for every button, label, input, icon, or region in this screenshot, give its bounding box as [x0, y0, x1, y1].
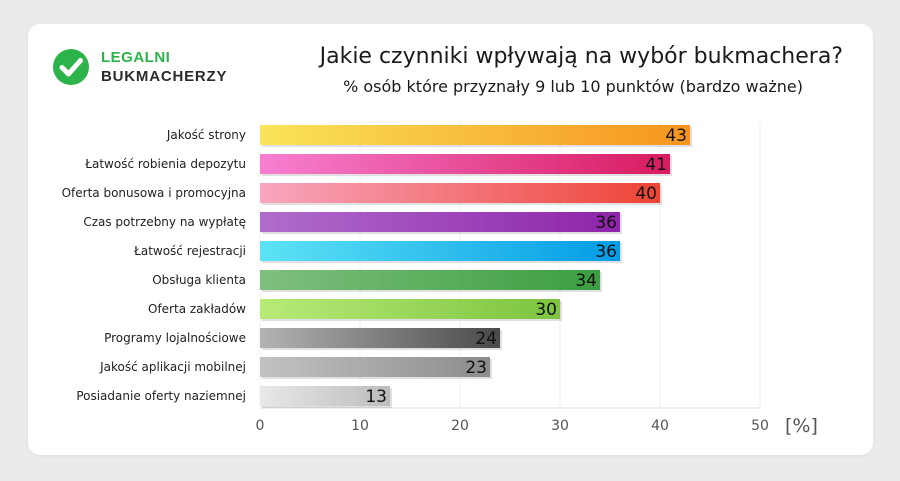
bar [260, 212, 620, 232]
category-label: Łatwość robienia depozytu [84, 157, 246, 171]
brand-logo[interactable]: LEGALNI BUKMACHERZY [53, 48, 227, 86]
category-label: Łatwość rejestracji [133, 244, 246, 258]
data-label: 36 [595, 242, 617, 262]
brand-name: LEGALNI BUKMACHERZY [101, 48, 227, 86]
data-label: 30 [535, 300, 557, 320]
bar-chart: Jakość strony 43 Łatwość robienia depozytu… [62, 122, 818, 437]
category-label: Jakość aplikacji mobilnej [99, 360, 246, 374]
bar [260, 183, 660, 203]
chart-card: LEGALNI BUKMACHERZY Jakie czynniki wpływ… [28, 24, 873, 455]
brand-name-line1: LEGALNI [101, 49, 171, 66]
chart-title: Jakie czynniki wpływają na wybór bukmach… [319, 44, 843, 69]
category-label: Posiadanie oferty naziemnej [76, 389, 246, 403]
check-circle-icon [53, 49, 89, 85]
bar [260, 241, 620, 261]
x-tick-label: 30 [551, 418, 569, 434]
bar [260, 357, 490, 377]
x-tick-label: 0 [256, 418, 265, 434]
bar [260, 270, 600, 290]
bar [260, 125, 690, 145]
data-label: 24 [475, 329, 497, 349]
category-label: Jakość strony [166, 128, 246, 142]
data-label: 23 [465, 358, 487, 378]
data-label: 41 [645, 155, 667, 175]
data-label: 13 [365, 387, 387, 407]
category-label: Oferta bonusowa i promocyjna [62, 186, 246, 200]
x-tick-label: 50 [751, 418, 769, 434]
x-tick-label: 20 [451, 418, 469, 434]
bar [260, 328, 500, 348]
x-tick-label: 40 [651, 418, 669, 434]
category-label: Oferta zakładów [148, 302, 246, 316]
data-label: 43 [665, 126, 687, 146]
category-label: Obsługa klienta [152, 273, 246, 287]
data-label: 40 [635, 184, 657, 204]
data-label: 36 [595, 213, 617, 233]
brand-name-line2: BUKMACHERZY [101, 68, 228, 85]
bar [260, 154, 670, 174]
bar [260, 299, 560, 319]
x-tick-label: 10 [351, 418, 369, 434]
x-axis-unit: [%] [785, 415, 818, 437]
chart-subtitle: % osób które przyznały 9 lub 10 punktów … [343, 77, 803, 96]
category-label: Programy lojalnościowe [104, 331, 246, 345]
category-label: Czas potrzebny na wypłatę [83, 215, 246, 229]
bar [260, 386, 390, 406]
data-label: 34 [575, 271, 597, 291]
